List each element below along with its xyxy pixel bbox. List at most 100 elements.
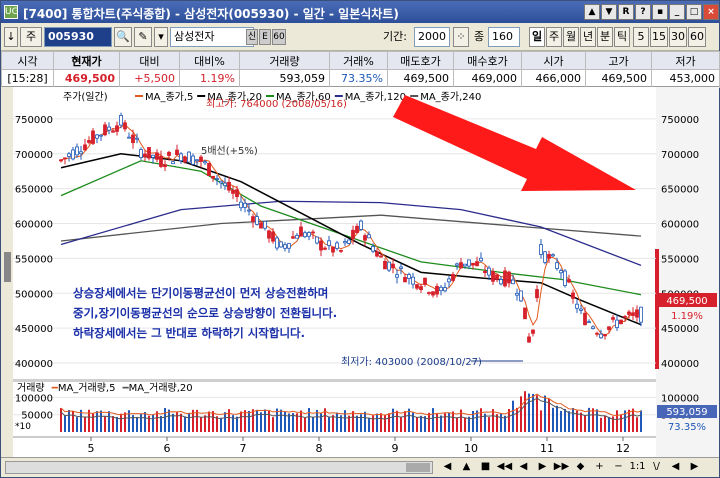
interval-month[interactable]: 월 [563,27,579,47]
candle-body [95,134,99,139]
volume-left-tick: 50000 [21,411,53,422]
volume-bar [556,405,558,432]
page-next-button[interactable]: ▶ [690,461,699,472]
volume-bar [540,410,542,432]
candle-body [415,284,419,289]
flag-badge-2: E [259,29,271,45]
candle-body [291,236,295,239]
interval-week[interactable]: 주 [546,27,562,47]
count-input[interactable]: 160 [488,27,520,47]
volume-bar [84,416,86,432]
volume-bar [180,413,182,432]
zoom-out-button[interactable]: − [614,461,623,472]
low-price-note: 최저가: 403000 (2008/10/27) [341,356,482,368]
mark-button[interactable]: ◆ [576,461,585,472]
left-y-tick-label: 500000 [15,289,53,300]
x-tick-label: 10 [464,442,478,455]
volume-bar [416,417,418,432]
y-tick-label: 700000 [661,150,699,161]
minute-30[interactable]: 30 [669,27,687,47]
volume-bar [152,414,154,432]
minute-5[interactable]: 5 [633,27,649,47]
volume-legend-mark-2: ━ [122,383,130,394]
rewind-button[interactable]: ◀◀ [496,461,513,472]
minute-60[interactable]: 60 [688,27,706,47]
interval-minute[interactable]: 분 [597,27,613,47]
volume-bar [376,413,378,432]
interval-year[interactable]: 년 [580,27,596,47]
candle-body [531,329,535,334]
legend-item: MA_종가,5 [145,91,193,103]
candle-body [311,231,315,234]
panel-splitter[interactable] [13,379,656,382]
volume-bar [536,395,538,432]
settings-icon[interactable]: ⁘ [453,27,469,47]
zoom-in-button[interactable]: + [595,461,604,472]
minute-15[interactable]: 15 [650,27,668,47]
page-prev-button[interactable]: ◀ [671,461,680,472]
stop-button[interactable]: ■ [480,461,491,472]
zoom-fit-button[interactable]: \/ [653,461,660,472]
down-arrow-icon[interactable]: ↓ [4,27,18,47]
interval-tick[interactable]: 틱 [614,27,630,47]
candle-body [159,155,163,167]
search-icon[interactable]: 🔍 [114,27,132,47]
chart-area[interactable]: 750000 750000 700000 700000 650000 650000 6000… [1,87,719,457]
volume-bar [184,416,186,432]
scroll-up-button[interactable]: ▲ [462,461,471,472]
volume-bar [172,413,174,432]
volume-bar [336,412,338,432]
candle-body [559,270,563,274]
volume-bar [312,416,314,432]
x-tick-label: 6 [164,442,171,455]
candle-body [339,250,343,252]
count-label: 종 [474,30,485,43]
next-button[interactable]: ▶ [538,461,547,472]
maximize-button[interactable]: □ [686,4,702,20]
value-time: [15:28] [1,69,54,88]
volume-bar [272,417,274,432]
zoom-reset-button[interactable]: 1:1 [629,461,646,472]
volume-bar [532,393,534,432]
close-button[interactable]: × [703,4,719,20]
market-select[interactable]: 주 [20,27,42,47]
minimize-button[interactable]: _ [669,4,685,20]
candle-body [619,319,623,325]
candle-body [383,261,387,270]
volume-bar [60,408,62,432]
period-input[interactable]: 2000 [414,27,450,47]
down-icon[interactable]: ▼ [601,4,617,20]
quote-table: 시각 현재가 대비 대비% 거래량 거래% 매도호가 매수호가 시가 고가 저가… [1,51,720,88]
left-splitter-handle[interactable] [4,252,11,282]
volume-bar [384,415,386,432]
left-y-tick-label: 550000 [15,254,53,265]
scrollbar-thumb[interactable] [406,463,430,472]
y-tick-label: 750000 [661,115,699,126]
help-button[interactable]: ? [635,4,651,20]
volume-bar [204,415,206,432]
volume-bar [472,410,474,432]
candle-body [79,151,83,155]
refresh-button[interactable]: R [618,4,634,20]
fast-forward-button[interactable]: ▶▶ [553,461,570,472]
pin-icon[interactable]: ▪ [652,4,668,20]
candle-body [607,326,611,330]
price-chart[interactable]: 7500007500007000007000006500006500006000… [1,87,719,457]
prev-button[interactable]: ◀ [519,461,528,472]
period-label: 기간: [383,30,407,43]
candle-body [447,278,451,283]
candle-body [539,244,543,255]
memo-icon[interactable]: ✎ [134,27,152,47]
left-y-tick-label: 450000 [15,324,53,335]
candle-body [287,243,291,249]
candle-body [195,159,199,162]
volume-bar [352,411,354,432]
horizontal-scrollbar[interactable] [5,461,433,474]
scroll-left-button[interactable]: ◀ [443,461,452,472]
trend-arrow-icon [393,95,636,191]
interval-day[interactable]: 일 [529,27,545,47]
up-icon[interactable]: ▲ [584,4,600,20]
volume-bar [456,417,458,432]
dropdown-icon[interactable]: ▾ [154,27,168,47]
stock-code-input[interactable]: 005930 [44,27,112,47]
